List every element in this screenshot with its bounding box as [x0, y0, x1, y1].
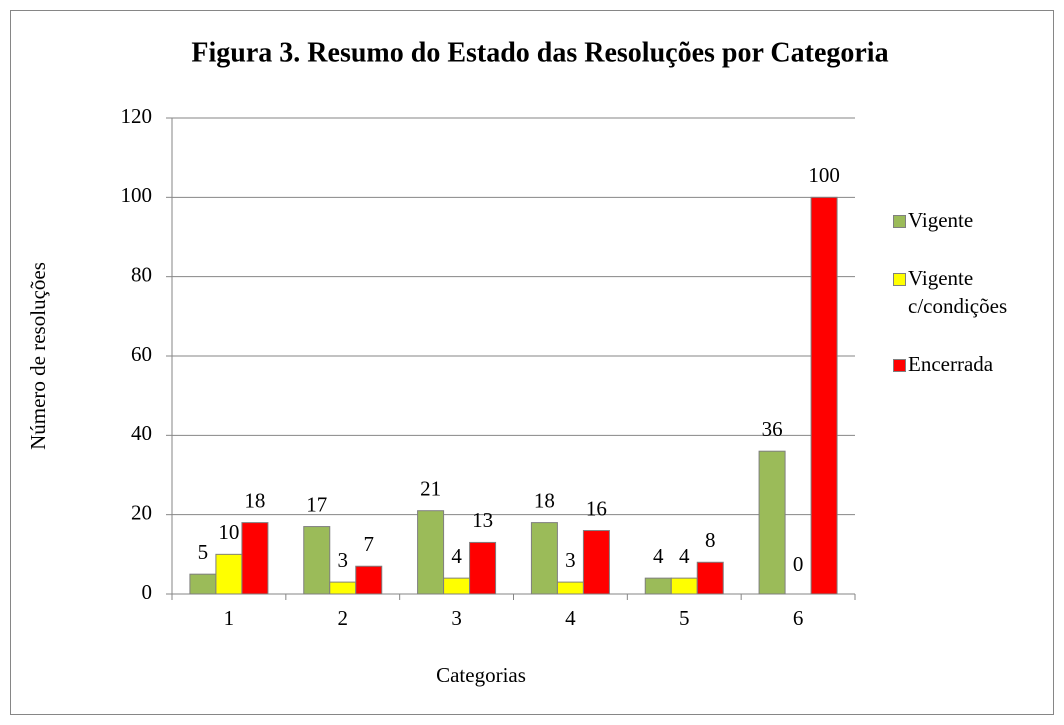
legend-item: Encerrada: [893, 350, 1053, 378]
x-tick-label: 3: [451, 606, 462, 630]
bar: [644, 577, 672, 595]
bar: [530, 522, 558, 595]
data-label: 3: [338, 548, 349, 572]
data-label: 36: [762, 417, 783, 441]
data-label: 18: [534, 488, 555, 512]
bar: [443, 577, 471, 595]
bar: [758, 450, 786, 595]
legend-swatch: [893, 215, 906, 228]
y-tick-label: 80: [131, 262, 152, 286]
legend-label: Vigente: [908, 208, 974, 232]
legend-label: Encerrada: [908, 352, 994, 376]
bar: [810, 196, 838, 595]
data-label: 5: [198, 540, 209, 564]
legend-item: Vigente: [893, 206, 1053, 234]
bar: [355, 565, 383, 595]
y-axis-title: Número de resoluções: [26, 262, 50, 450]
legend-swatch: [893, 359, 906, 372]
y-tick-label: 0: [142, 580, 153, 604]
data-label: 100: [808, 163, 840, 187]
bar: [189, 573, 217, 595]
bar: [556, 581, 584, 595]
data-label: 3: [565, 548, 576, 572]
legend-item: Vigente c/condições: [893, 264, 1053, 320]
bar: [303, 526, 331, 595]
y-tick-label: 60: [131, 342, 152, 366]
y-tick-label: 40: [131, 421, 152, 445]
bar: [696, 561, 724, 595]
data-label: 18: [244, 488, 265, 512]
bar: [329, 581, 357, 595]
data-label: 4: [451, 544, 462, 568]
x-tick-label: 6: [793, 606, 804, 630]
chart-title: Figura 3. Resumo do Estado das Resoluçõe…: [191, 37, 888, 68]
bar: [469, 541, 497, 595]
data-label: 16: [586, 496, 607, 520]
data-label: 4: [653, 544, 664, 568]
bar: [417, 510, 445, 595]
legend-swatch: [893, 273, 906, 286]
bar: [241, 522, 269, 595]
y-tick-label: 20: [131, 500, 152, 524]
data-label: 21: [420, 477, 441, 501]
x-tick-label: 5: [679, 606, 690, 630]
x-tick-label: 2: [338, 606, 349, 630]
legend-label: Vigente c/condições: [908, 266, 1008, 318]
y-tick-label: 100: [121, 183, 153, 207]
legend: Vigente Vigente c/condições Encerrada: [893, 206, 1053, 408]
chart-border: [10, 10, 1054, 715]
data-label: 17: [306, 492, 327, 516]
bar: [670, 577, 698, 595]
data-label: 10: [218, 520, 239, 544]
x-tick-label: 1: [224, 606, 235, 630]
data-label: 13: [472, 508, 493, 532]
data-label: 0: [793, 552, 804, 576]
bar: [582, 530, 610, 595]
y-tick-label: 120: [121, 104, 153, 128]
x-axis-title: Categorias: [436, 663, 526, 687]
data-label: 7: [364, 532, 375, 556]
data-label: 8: [705, 528, 716, 552]
x-tick-label: 4: [565, 606, 576, 630]
bar: [215, 553, 243, 595]
data-label: 4: [679, 544, 690, 568]
